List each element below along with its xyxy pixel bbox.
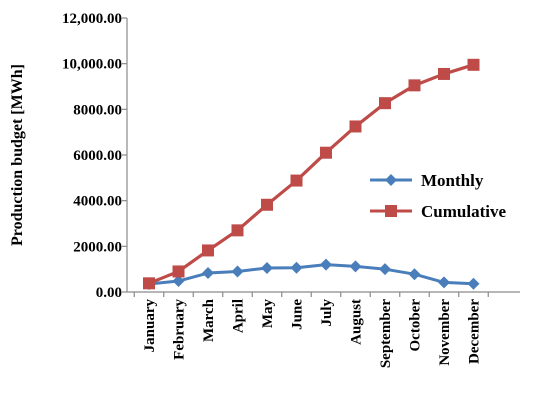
x-tick-label: August — [349, 299, 365, 345]
y-tick-label: 8000.00 — [73, 102, 122, 118]
monthly-point-marker — [467, 277, 480, 290]
cumulative-point-marker — [143, 277, 155, 290]
legend-monthly-label: Monthly — [421, 171, 484, 190]
cumulative-point-marker — [202, 244, 214, 257]
monthly-point-marker — [408, 268, 421, 281]
monthly-point-marker — [290, 261, 303, 274]
x-tick-label: April — [231, 299, 247, 333]
cumulative-point-marker — [172, 265, 185, 278]
monthly-point-marker — [320, 258, 332, 271]
monthly-series-line — [148, 263, 474, 286]
y-axis-label: Production budget [MWh] — [9, 64, 26, 246]
y-tick-label: 2000.00 — [73, 239, 122, 255]
cumulative-point-marker — [438, 67, 450, 80]
monthly-point-marker — [172, 275, 185, 288]
x-tick-label: July — [319, 299, 335, 327]
legend-cumulative-label: Cumulative — [421, 202, 506, 221]
cumulative-point-marker — [408, 79, 421, 92]
monthly-point-marker — [438, 276, 450, 289]
y-tick-label: 12,000.00 — [62, 11, 122, 27]
cumulative-point-marker — [379, 97, 391, 110]
legend-monthly-marker — [385, 174, 397, 186]
legend-cumulative-marker — [385, 205, 397, 217]
monthly-point-marker — [349, 260, 362, 273]
cumulative-point-marker — [467, 58, 480, 71]
legend: Monthly Cumulative — [370, 171, 506, 221]
y-tick-label: 4000.00 — [73, 194, 122, 210]
y-tick-label: 10,000.00 — [62, 57, 122, 73]
y-tick-label: 0.00 — [96, 285, 122, 301]
x-tick-label: March — [201, 298, 217, 342]
monthly-point-marker — [231, 265, 244, 278]
x-tick-label: February — [172, 299, 188, 360]
monthly-point-marker — [202, 267, 214, 280]
monthly-point-marker — [379, 263, 391, 276]
cumulative-point-marker — [290, 174, 303, 187]
cumulative-point-marker — [349, 120, 362, 133]
x-tick-label: May — [260, 299, 276, 329]
cumulative-point-marker — [320, 146, 332, 159]
x-tick-label: December — [467, 299, 483, 364]
x-tick-label: January — [142, 299, 158, 353]
x-tick-label: October — [408, 299, 424, 352]
series-layer — [143, 58, 480, 291]
cumulative-point-marker — [231, 224, 244, 237]
x-tick-label: September — [378, 299, 394, 368]
cumulative-point-marker — [261, 198, 273, 211]
monthly-point-marker — [261, 262, 273, 275]
x-tick-label: June — [290, 299, 306, 330]
y-axis-ticks: 0.00 2000.00 4000.00 6000.00 8000.00 10,000.0… — [62, 11, 127, 301]
y-tick-label: 6000.00 — [73, 148, 122, 164]
x-tick-label: November — [437, 299, 453, 366]
x-axis-ticks: January February March April May June July Augu… — [133, 292, 489, 368]
